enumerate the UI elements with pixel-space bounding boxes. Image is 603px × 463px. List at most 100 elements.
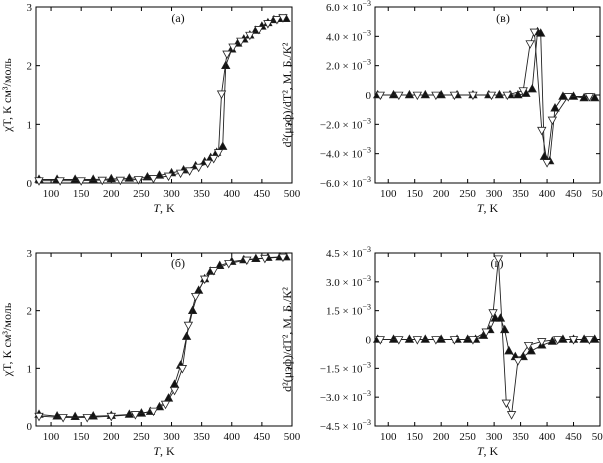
data-point-open-triangle (513, 357, 523, 366)
data-point-open-triangle (169, 386, 180, 396)
y-tick-label: 2.0 × 10−3 (326, 58, 371, 73)
data-point-open-triangle (449, 336, 460, 345)
x-tick-label: 400 (224, 188, 241, 200)
data-point-open-triangle (213, 149, 224, 158)
x-tick-label: 300 (486, 431, 503, 443)
x-tick-label: 450 (565, 431, 582, 443)
tick-exponent: −3 (362, 389, 371, 398)
data-point-open-triangle (193, 163, 204, 173)
data-point-filled-triangle (124, 409, 135, 418)
x-axis-symbol: T (153, 201, 161, 215)
data-point-open-triangle (272, 16, 282, 25)
x-axis-symbol: T (153, 444, 161, 458)
data-point-open-triangle (97, 176, 107, 186)
plot-frame (35, 252, 293, 427)
data-point-open-triangle (177, 365, 188, 374)
data-point-open-triangle (34, 177, 44, 186)
data-point-filled-triangle (251, 253, 261, 263)
data-point-open-triangle (278, 253, 288, 263)
x-tick-label: 350 (512, 431, 529, 443)
tick-exponent: −3 (362, 303, 371, 312)
x-tick-label: 250 (459, 431, 476, 443)
y-tick-label: −2.0 × 10−3 (320, 116, 371, 131)
data-point-open-triangle (375, 336, 385, 345)
data-point-open-triangle (525, 40, 535, 49)
data-point-open-triangle (542, 159, 552, 168)
y-tick-label: 1.5 × 10−3 (326, 303, 371, 318)
data-point-open-triangle (412, 336, 423, 345)
data-point-open-triangle (260, 254, 270, 264)
data-point-open-triangle (523, 341, 534, 351)
data-point-filled-triangle (527, 83, 537, 93)
x-axis-label: T, K (477, 201, 499, 215)
tick-exponent: −3 (362, 116, 371, 125)
data-point-open-triangle (175, 169, 186, 179)
data-point-filled-triangle (436, 89, 446, 99)
y-tick-label: 1 (27, 119, 33, 131)
data-point-filled-triangle (513, 89, 523, 99)
data-point-open-triangle (537, 338, 547, 347)
plot-frame (35, 6, 293, 184)
x-tick-label: 200 (433, 431, 450, 443)
data-point-open-triangle (190, 292, 201, 302)
tick-exponent: −3 (362, 274, 371, 283)
y-tick-label: 2 (27, 306, 33, 318)
data-point-open-triangle (502, 91, 513, 101)
series-line-2 (38, 256, 284, 418)
x-tick-label: 500 (592, 431, 603, 443)
y-tick-label: 0 (27, 178, 33, 190)
data-point-open-triangle (82, 414, 92, 423)
data-point-open-triangle (449, 91, 460, 101)
data-point-filled-triangle (388, 334, 399, 343)
x-tick-label: 500 (284, 431, 301, 443)
tick-exponent: −3 (362, 360, 371, 369)
tick-exponent: −3 (362, 175, 371, 184)
x-tick-label: 350 (512, 188, 529, 200)
x-tick-label: 500 (284, 188, 301, 200)
data-point-open-triangle (236, 37, 246, 47)
x-tick-label: 100 (43, 431, 60, 443)
y-tick-label: 0 (27, 421, 33, 433)
data-point-open-triangle (245, 31, 255, 41)
data-point-open-triangle (584, 93, 595, 102)
x-axis-unit: , K (484, 444, 499, 458)
x-tick-label: 200 (103, 431, 120, 443)
x-tick-label: 150 (406, 431, 423, 443)
data-point-filled-triangle (420, 334, 430, 343)
data-point-filled-triangle (590, 92, 600, 102)
data-point-open-triangle (263, 20, 273, 29)
data-point-filled-triangle (579, 92, 589, 102)
data-point-open-triangle (278, 14, 288, 23)
x-tick-label: 350 (193, 431, 210, 443)
data-point-filled-triangle (568, 91, 579, 100)
data-point-open-triangle (547, 116, 558, 126)
data-point-filled-triangle (462, 334, 473, 343)
tick-exponent: −3 (362, 58, 371, 67)
data-point-open-triangle (481, 328, 491, 337)
data-point-open-triangle (552, 336, 563, 345)
data-point-open-triangle (115, 176, 126, 186)
x-tick-label: 100 (380, 188, 397, 200)
data-point-open-triangle (431, 336, 441, 345)
x-tick-label: 150 (73, 188, 90, 200)
data-point-open-triangle (375, 91, 385, 101)
x-tick-label: 100 (380, 431, 397, 443)
data-point-filled-triangle (504, 345, 514, 355)
data-point-open-triangle (584, 336, 595, 345)
y-axis-label: χT, К см³/моль (0, 302, 14, 377)
y-axis-label: d²(μэф)/dT², М. Б./К² (280, 287, 294, 392)
x-tick-label: 450 (254, 188, 271, 200)
data-point-filled-triangle (590, 334, 600, 343)
data-point-open-triangle (518, 87, 528, 96)
y-tick-label: 3.0 × 10−3 (326, 274, 371, 289)
series-line-1 (38, 256, 286, 418)
x-tick-label: 250 (133, 431, 150, 443)
data-point-open-triangle (537, 126, 547, 136)
data-point-open-triangle (224, 260, 234, 269)
y-tick-label: 0 (366, 90, 372, 102)
x-tick-label: 250 (133, 188, 150, 200)
x-tick-label: 450 (565, 188, 582, 200)
data-point-filled-triangle (558, 334, 568, 343)
data-point-open-triangle (133, 176, 144, 185)
